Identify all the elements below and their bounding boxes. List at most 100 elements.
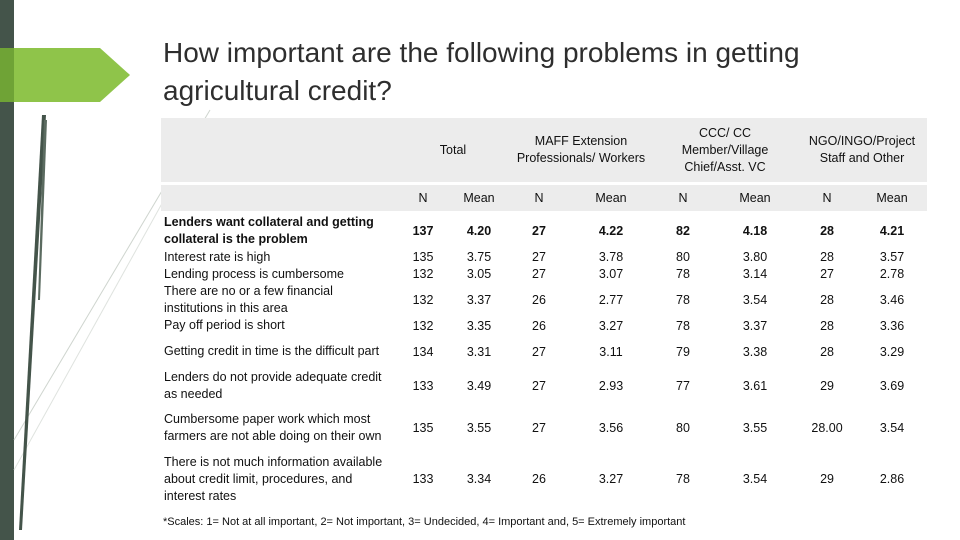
cell-value: 134 <box>412 344 434 359</box>
cell-value: 3.75 <box>466 250 492 264</box>
cell-value: 28 <box>820 344 834 359</box>
row-label: Cumbersome paper work which most farmers… <box>164 412 382 443</box>
cell-value: 80 <box>676 250 690 264</box>
cell-value: 79 <box>676 344 690 359</box>
cell-value: 3.38 <box>742 344 768 359</box>
cell-value: 82 <box>676 224 690 239</box>
cell-value: 3.27 <box>598 318 624 333</box>
cell-value: 133 <box>412 378 434 393</box>
subheader-mean: Mean <box>449 183 509 214</box>
table-row: Getting credit in time is the difficult … <box>161 335 927 369</box>
cell-value: 27 <box>820 267 834 281</box>
cell-value: 3.78 <box>598 250 624 264</box>
subheader-mean: Mean <box>857 183 928 214</box>
cell-value: 3.55 <box>466 421 492 435</box>
cell-value: 2.77 <box>598 292 624 307</box>
cell-value: 26 <box>532 318 546 333</box>
subheader-mean: Mean <box>569 183 653 214</box>
cell-value: 78 <box>676 472 690 486</box>
cell-value: 4.20 <box>466 224 492 239</box>
cell-value: 27 <box>532 224 546 239</box>
cell-value: 3.11 <box>599 344 623 359</box>
group-header-row: Total MAFF Extension Professionals/ Work… <box>161 118 928 185</box>
table-row: Cumbersome paper work which most farmers… <box>161 403 927 454</box>
cell-value: 4.22 <box>598 224 624 239</box>
cell-value: 135 <box>412 421 434 435</box>
cell-value: 3.37 <box>742 318 768 333</box>
table-row: Lenders want collateral and getting coll… <box>161 213 927 249</box>
cell-value: 132 <box>412 318 434 333</box>
subheader-row: N Mean N Mean N Mean N Mean <box>161 183 928 214</box>
group-header-ngo: NGO/INGO/Project Staff and Other <box>797 118 928 185</box>
cell-value: 3.34 <box>466 472 492 486</box>
group-header-total: Total <box>397 118 509 185</box>
credit-problems-table: Total MAFF Extension Professionals/ Work… <box>161 118 928 505</box>
cell-value: 80 <box>676 421 690 435</box>
cell-value: 3.61 <box>742 378 768 393</box>
table-row: There is not much information available … <box>161 454 927 505</box>
table-row: Pay off period is short 132 3.35 26 3.27… <box>161 317 927 335</box>
cell-value: 26 <box>532 292 546 307</box>
cell-value: 3.54 <box>879 421 905 435</box>
cell-value: 3.36 <box>879 318 905 333</box>
cell-value: 3.27 <box>598 472 624 486</box>
subheader-mean: Mean <box>713 183 798 214</box>
cell-value: 27 <box>532 378 546 393</box>
cell-value: 2.93 <box>598 378 624 393</box>
cell-value: 3.49 <box>466 378 492 393</box>
header-blank-cell <box>161 118 397 185</box>
cell-value: 3.37 <box>466 292 492 307</box>
cell-value: 2.86 <box>879 472 905 486</box>
subheader-blank-cell <box>161 183 397 214</box>
row-label: Lending process is cumbersome <box>164 267 344 281</box>
subheader-n: N <box>653 183 713 214</box>
table-row: Lenders do not provide adequate credit a… <box>161 369 927 403</box>
cell-value: 27 <box>532 250 546 264</box>
table-row: There are no or a few financial institut… <box>161 283 927 317</box>
cell-value: 78 <box>676 267 690 281</box>
cell-value: 29 <box>820 472 834 486</box>
row-label: There is not much information available … <box>164 454 383 503</box>
cell-value: 132 <box>412 292 434 307</box>
slide-title: How important are the following problems… <box>163 37 800 106</box>
cell-value: 77 <box>676 378 690 393</box>
row-label: There are no or a few financial institut… <box>164 283 333 315</box>
row-label: Lenders do not provide adequate credit a… <box>164 369 382 401</box>
cell-value: 27 <box>532 421 546 435</box>
cell-value: 3.54 <box>742 472 768 486</box>
cell-value: 3.80 <box>742 250 768 264</box>
cell-value: 28.00 <box>811 421 843 435</box>
cell-value: 28 <box>820 318 834 333</box>
cell-value: 3.29 <box>879 344 905 359</box>
cell-value: 132 <box>412 267 434 281</box>
group-header-maff: MAFF Extension Professionals/ Workers <box>509 118 653 185</box>
cell-value: 3.05 <box>466 267 492 281</box>
cell-value: 78 <box>676 292 690 307</box>
cell-value: 3.14 <box>742 267 768 281</box>
table-row: Interest rate is high 135 3.75 27 3.78 8… <box>161 249 927 266</box>
cell-value: 2.78 <box>879 267 905 281</box>
scale-footnote: *Scales: 1= Not at all important, 2= Not… <box>163 516 686 528</box>
cell-value: 28 <box>820 250 834 264</box>
row-label: Getting credit in time is the difficult … <box>164 344 380 358</box>
cell-value: 3.35 <box>466 318 492 333</box>
row-label: Interest rate is high <box>164 250 271 264</box>
cell-value: 29 <box>820 378 834 393</box>
cell-value: 137 <box>412 224 434 239</box>
cell-value: 133 <box>412 472 434 486</box>
group-header-ccc: CCC/ CC Member/Village Chief/Asst. VC <box>653 118 798 185</box>
cell-value: 3.07 <box>598 267 624 281</box>
cell-value: 28 <box>820 224 834 239</box>
cell-value: 3.57 <box>879 250 905 264</box>
cell-value: 3.69 <box>879 378 905 393</box>
table-row: Lending process is cumbersome 132 3.05 2… <box>161 266 927 283</box>
cell-value: 3.55 <box>742 421 768 435</box>
cell-value: 26 <box>532 472 546 486</box>
subheader-n: N <box>397 183 449 214</box>
side-bar <box>0 0 14 540</box>
cell-value: 3.54 <box>742 292 768 307</box>
cell-value: 4.18 <box>742 224 768 239</box>
cell-value: 27 <box>532 267 546 281</box>
cell-value: 4.21 <box>879 224 905 239</box>
cell-value: 3.31 <box>466 344 492 359</box>
